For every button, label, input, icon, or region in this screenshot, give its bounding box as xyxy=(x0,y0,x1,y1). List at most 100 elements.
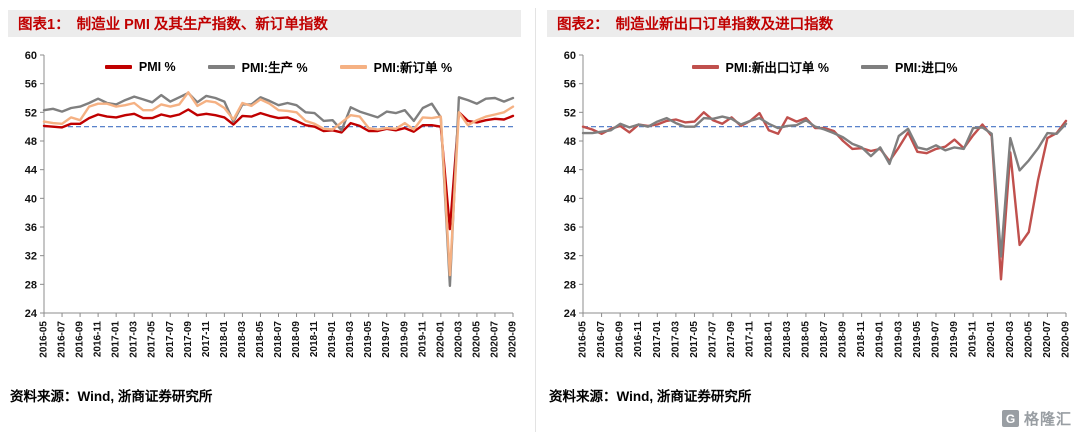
legend-label: PMI:新订单 % xyxy=(373,61,453,75)
svg-text:36: 36 xyxy=(25,222,37,234)
svg-text:44: 44 xyxy=(25,165,38,177)
svg-text:2020-07: 2020-07 xyxy=(489,321,500,358)
svg-text:2019-03: 2019-03 xyxy=(345,321,356,358)
chart2-canvas: 24 28 32 36 40 44 48 52 56 60 2016-05 2016-07 2016-0… xyxy=(547,49,1074,379)
legend-item: PMI:新出口订单 % xyxy=(691,57,829,76)
svg-text:2018-05: 2018-05 xyxy=(800,321,811,358)
legend-label: PMI:生产 % xyxy=(241,61,308,75)
svg-text:2018-07: 2018-07 xyxy=(273,321,284,358)
chart1-legend: PMI % PMI:生产 % PMI:新订单 % xyxy=(44,57,513,76)
gelonghui-logo-icon: G xyxy=(1001,410,1019,427)
svg-text:28: 28 xyxy=(564,279,576,291)
svg-text:2018-01: 2018-01 xyxy=(763,321,774,358)
legend-item: PMI:生产 % xyxy=(207,57,308,76)
chart2-header: 图表2： 制造业新出口订单指数及进口指数 xyxy=(547,10,1074,37)
svg-text:32: 32 xyxy=(25,251,37,263)
svg-text:2017-11: 2017-11 xyxy=(201,321,212,358)
svg-text:2020-03: 2020-03 xyxy=(1005,321,1016,358)
svg-text:2020-09: 2020-09 xyxy=(1061,321,1072,358)
svg-text:2018-05: 2018-05 xyxy=(255,321,266,358)
svg-text:2017-05: 2017-05 xyxy=(147,321,158,358)
svg-text:52: 52 xyxy=(25,107,37,119)
svg-text:2019-05: 2019-05 xyxy=(912,321,923,358)
svg-text:2017-05: 2017-05 xyxy=(689,321,700,358)
y-axis: 24 28 32 36 40 44 48 52 56 60 xyxy=(25,50,45,320)
svg-text:2019-07: 2019-07 xyxy=(930,321,941,358)
svg-text:60: 60 xyxy=(25,50,37,62)
chart2-area: PMI:新出口订单 % PMI:进口% 24 28 32 36 40 44 48 52 56 60 2… xyxy=(547,49,1074,379)
svg-text:2019-07: 2019-07 xyxy=(381,321,392,358)
chart1-header: 图表1： 制造业 PMI 及其生产指数、新订单指数 xyxy=(8,10,521,37)
svg-text:2018-11: 2018-11 xyxy=(309,321,320,358)
chart1-canvas: 24 28 32 36 40 44 48 52 56 60 2016-05 2016-07 2016-0… xyxy=(8,49,521,379)
svg-text:2016-07: 2016-07 xyxy=(57,321,68,358)
svg-text:56: 56 xyxy=(25,79,37,91)
svg-text:2020-05: 2020-05 xyxy=(471,321,482,358)
chart1-source: 资料来源：Wind, 浙商证券研究所 xyxy=(10,389,213,404)
svg-text:52: 52 xyxy=(564,107,576,119)
svg-text:28: 28 xyxy=(25,279,37,291)
svg-text:2019-01: 2019-01 xyxy=(327,321,338,358)
svg-text:2020-05: 2020-05 xyxy=(1023,321,1034,358)
chart2-header-label: 图表2： xyxy=(557,17,609,33)
svg-text:2020-01: 2020-01 xyxy=(435,321,446,358)
gelonghui-logo-text: 格隆汇 xyxy=(1023,411,1072,428)
series-line-0 xyxy=(42,108,515,231)
svg-text:32: 32 xyxy=(564,251,576,263)
legend-swatch xyxy=(207,64,235,69)
svg-text:48: 48 xyxy=(564,136,576,148)
legend-swatch xyxy=(691,64,719,69)
chart1-title: 制造业 PMI 及其生产指数、新订单指数 xyxy=(76,17,328,33)
chart2-source: 资料来源：Wind, 浙商证券研究所 xyxy=(549,389,752,404)
y-axis: 24 28 32 36 40 44 48 52 56 60 xyxy=(564,50,584,320)
svg-text:2019-09: 2019-09 xyxy=(399,321,410,358)
svg-text:2017-01: 2017-01 xyxy=(652,321,663,358)
svg-text:2020-01: 2020-01 xyxy=(986,321,997,358)
svg-text:2016-05: 2016-05 xyxy=(578,321,589,358)
chart1-area: PMI % PMI:生产 % PMI:新订单 % 24 28 32 36 40 44 48 52 5… xyxy=(8,49,521,379)
svg-text:2017-09: 2017-09 xyxy=(726,321,737,358)
svg-text:2017-11: 2017-11 xyxy=(745,321,756,358)
panel-divider xyxy=(535,8,536,432)
x-axis: 2016-05 2016-07 2016-09 2016-11 2017-01 2017-… xyxy=(578,312,1072,358)
series-line-1 xyxy=(581,115,1068,258)
legend-swatch xyxy=(860,64,888,69)
series-line-2 xyxy=(42,91,515,277)
legend-item: PMI:进口% xyxy=(860,57,958,76)
svg-text:40: 40 xyxy=(25,193,37,205)
svg-text:2020-03: 2020-03 xyxy=(453,321,464,358)
svg-text:2020-07: 2020-07 xyxy=(1042,321,1053,358)
svg-text:36: 36 xyxy=(564,222,576,234)
svg-text:2016-09: 2016-09 xyxy=(615,321,626,358)
legend-item: PMI % xyxy=(104,57,176,76)
svg-text:2017-01: 2017-01 xyxy=(111,321,122,358)
svg-text:2019-09: 2019-09 xyxy=(949,321,960,358)
svg-text:60: 60 xyxy=(564,50,576,62)
svg-text:2016-09: 2016-09 xyxy=(75,321,86,358)
svg-text:2019-05: 2019-05 xyxy=(363,321,374,358)
svg-text:2018-03: 2018-03 xyxy=(782,321,793,358)
svg-text:2018-11: 2018-11 xyxy=(856,321,867,358)
panel-chart-2: 图表2： 制造业新出口订单指数及进口指数 PMI:新出口订单 % PMI:进口% … xyxy=(547,10,1074,405)
svg-text:2019-11: 2019-11 xyxy=(417,321,428,358)
svg-text:2017-07: 2017-07 xyxy=(708,321,719,358)
legend-label: PMI % xyxy=(138,59,176,74)
svg-text:2018-07: 2018-07 xyxy=(819,321,830,358)
chart2-title: 制造业新出口订单指数及进口指数 xyxy=(615,17,834,33)
svg-text:56: 56 xyxy=(564,79,576,91)
svg-text:2019-11: 2019-11 xyxy=(968,321,979,358)
svg-text:2017-03: 2017-03 xyxy=(670,321,681,358)
svg-text:2017-03: 2017-03 xyxy=(129,321,140,358)
svg-text:2016-11: 2016-11 xyxy=(93,321,104,358)
svg-text:24: 24 xyxy=(25,308,38,320)
gelonghui-logo: G 格隆汇 xyxy=(1001,408,1072,429)
svg-text:2019-01: 2019-01 xyxy=(875,321,886,358)
svg-text:44: 44 xyxy=(564,165,577,177)
svg-text:2016-07: 2016-07 xyxy=(596,321,607,358)
svg-text:2019-03: 2019-03 xyxy=(893,321,904,358)
chart2-legend: PMI:新出口订单 % PMI:进口% xyxy=(583,57,1066,76)
svg-text:2016-11: 2016-11 xyxy=(633,321,644,358)
svg-text:2016-05: 2016-05 xyxy=(39,321,50,358)
